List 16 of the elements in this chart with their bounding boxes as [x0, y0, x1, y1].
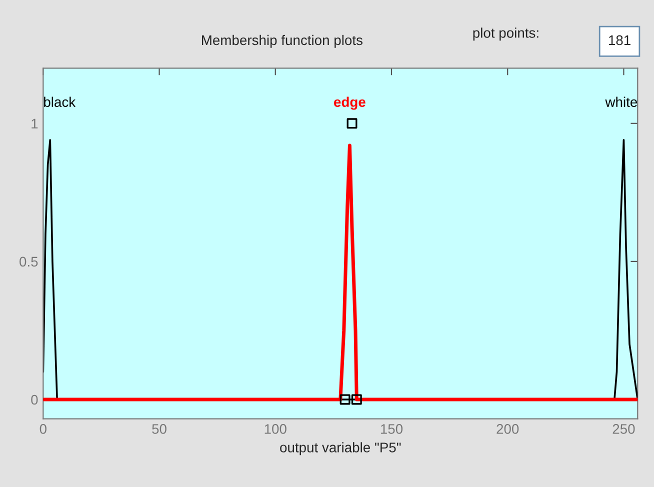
text: white	[605, 96, 638, 107]
x-tick-label: 250	[612, 424, 635, 434]
x-tick-label: 50	[152, 424, 166, 434]
x-tick-label: 200	[496, 424, 519, 434]
y-tick-label: 0.5	[20, 256, 38, 267]
text: Membership function plots	[202, 34, 362, 48]
y-tick-label: 1	[32, 118, 38, 128]
x-tick-label: 150	[380, 424, 403, 434]
x-tick-label: 100	[264, 424, 286, 434]
y-tick-label: 0	[31, 394, 38, 405]
text: black	[44, 96, 76, 107]
x-tick-label: 0	[40, 424, 46, 434]
text: 181	[609, 35, 630, 46]
text: plot points:	[473, 28, 538, 41]
text: edge	[334, 96, 366, 110]
x-axis-title: output variable "P5"	[280, 442, 401, 456]
